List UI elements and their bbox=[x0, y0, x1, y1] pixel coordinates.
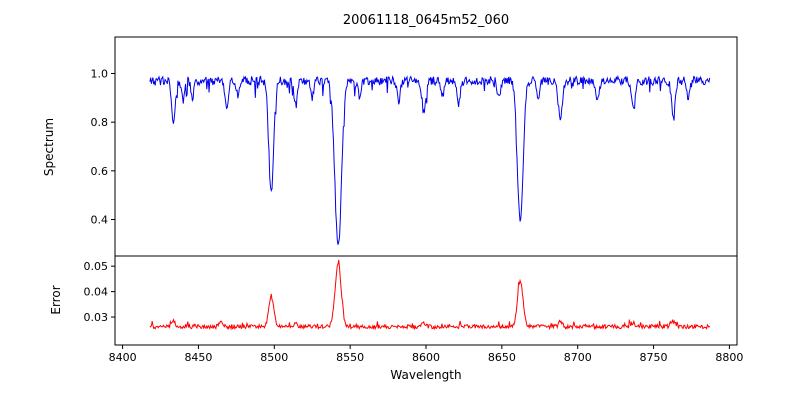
axes-frame-spectrum bbox=[114, 36, 738, 257]
x-tick-label: 8750 bbox=[640, 351, 668, 364]
chart-title: 20061118_0645m52_060 bbox=[342, 13, 510, 28]
x-tick-label: 8800 bbox=[715, 351, 743, 364]
x-tick-label: 8650 bbox=[488, 351, 516, 364]
spectrum-line bbox=[149, 74, 711, 245]
y-tick-label: 0.4 bbox=[91, 214, 109, 227]
x-tick-label: 8500 bbox=[260, 351, 288, 364]
y-tick-label: 0.8 bbox=[91, 116, 109, 129]
x-tick-label: 8400 bbox=[109, 351, 137, 364]
y-tick-label: 0.05 bbox=[84, 260, 109, 273]
error-line bbox=[149, 259, 711, 331]
y-tick-label: 0.04 bbox=[84, 286, 109, 299]
x-tick-label: 8550 bbox=[336, 351, 364, 364]
x-tick-label: 8450 bbox=[184, 351, 212, 364]
x-axis-label: Wavelength bbox=[390, 368, 462, 382]
x-tick-label: 8600 bbox=[412, 351, 440, 364]
x-tick-label: 8700 bbox=[564, 351, 592, 364]
y-tick-label: 1.0 bbox=[91, 68, 109, 81]
y-tick-label: 0.03 bbox=[84, 311, 109, 324]
axes-frame-error bbox=[114, 255, 738, 346]
y-tick-label: 0.6 bbox=[91, 165, 109, 178]
